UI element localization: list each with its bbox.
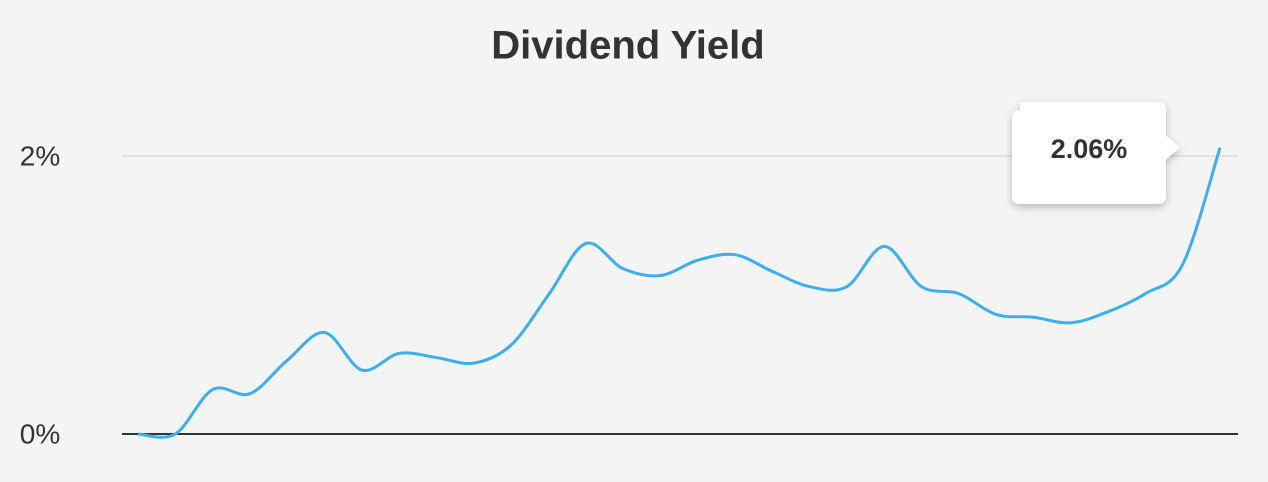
- tooltip-box: [1012, 102, 1180, 204]
- y-tick-label: 2%: [20, 140, 60, 171]
- y-tick-label: 0%: [20, 418, 60, 449]
- line: [137, 147, 1222, 439]
- chart-title: Dividend Yield: [491, 24, 764, 68]
- tooltip-label: 2.06%: [1051, 134, 1128, 164]
